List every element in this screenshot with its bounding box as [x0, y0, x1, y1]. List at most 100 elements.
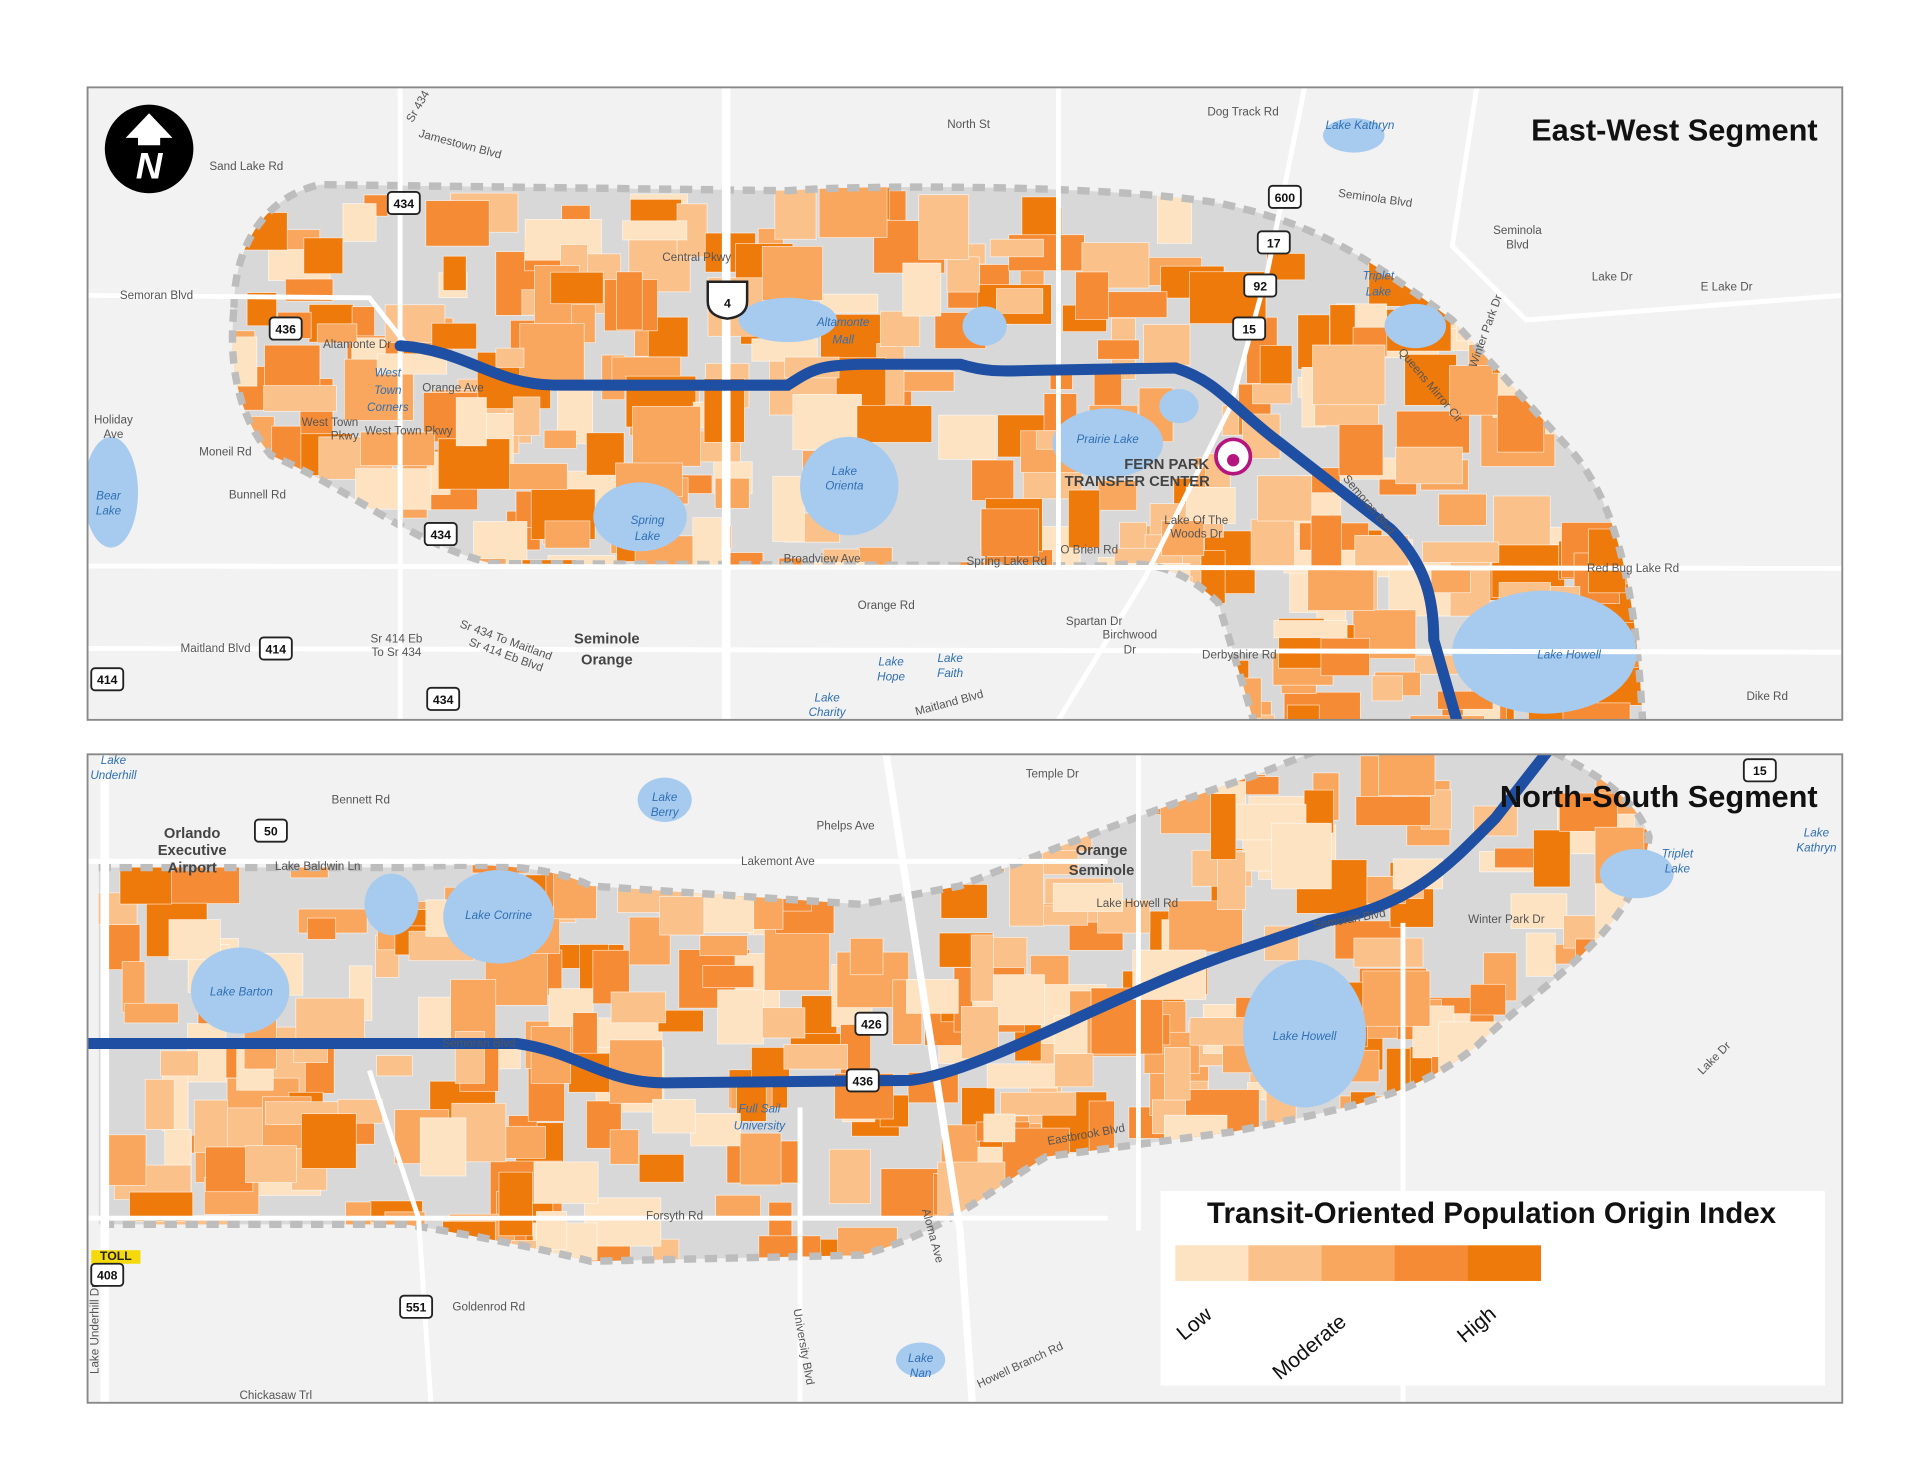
- population-block: [970, 934, 994, 1002]
- legend-swatch: [1321, 1245, 1395, 1281]
- population-block: [996, 288, 1044, 314]
- population-block: [652, 1099, 696, 1134]
- population-block: [761, 1007, 806, 1039]
- population-block: [1558, 792, 1618, 832]
- map-label: Mall: [832, 333, 854, 346]
- route-shield: [90, 1262, 125, 1287]
- population-block: [431, 322, 477, 350]
- population-block: [160, 1050, 199, 1077]
- population-block: [989, 238, 1044, 258]
- route-shield-label: 92: [1253, 279, 1267, 293]
- map-label: Lake: [635, 530, 661, 543]
- toll-badge: [91, 1250, 141, 1264]
- route-shield-label: 414: [266, 642, 287, 656]
- map-label: Temple Dr: [1026, 768, 1079, 781]
- population-block: [1097, 339, 1140, 360]
- legend-swatch: [1248, 1245, 1322, 1281]
- map-label: Bear: [96, 490, 122, 503]
- population-block: [1271, 822, 1332, 890]
- map-label: Lake: [878, 656, 904, 669]
- map-label: Lake Kathryn: [1326, 119, 1395, 132]
- road: [1449, 87, 1843, 323]
- population-block: [1362, 970, 1431, 1027]
- lake: [1323, 118, 1385, 153]
- map-label: TRANSFER CENTER: [1065, 474, 1210, 490]
- population-block: [1131, 719, 1209, 720]
- map-label: Kathryn: [1796, 842, 1836, 855]
- population-block: [316, 323, 358, 344]
- population-block: [550, 271, 604, 305]
- map-label: Semoran Blvd: [120, 289, 193, 302]
- map-label: Lake Dr: [1592, 271, 1633, 284]
- map-label: Dr: [1124, 643, 1136, 656]
- population-block: [1259, 345, 1293, 385]
- population-block: [632, 405, 701, 467]
- population-block: [263, 385, 337, 412]
- map-label: Sr 414 Eb: [370, 632, 422, 645]
- population-block: [1185, 486, 1236, 524]
- route-shield-label: 434: [394, 197, 415, 211]
- population-block: [425, 200, 490, 247]
- map-label: Lake Howell: [1273, 1030, 1337, 1043]
- map-label: Pkwy: [331, 429, 359, 442]
- population-block: [1525, 932, 1556, 977]
- route-shield-label: 436: [853, 1074, 874, 1088]
- map-label: Spring Lake Rd: [967, 555, 1047, 568]
- population-block: [1189, 1017, 1246, 1046]
- map-label: Triplet: [1363, 269, 1395, 282]
- population-block: [1422, 541, 1500, 563]
- population-block: [500, 463, 568, 490]
- route-shield: [423, 522, 458, 547]
- population-block: [772, 475, 805, 542]
- population-block: [144, 1078, 175, 1130]
- map-label: Blvd: [1506, 239, 1529, 252]
- population-block: [938, 414, 997, 460]
- population-block: [856, 405, 933, 443]
- route-shield-label: 434: [430, 528, 451, 542]
- population-block: [1273, 620, 1348, 639]
- route-shield-label: 414: [97, 673, 118, 687]
- population-block: [702, 965, 755, 988]
- map-label: Hope: [877, 670, 905, 683]
- map-label: Altamonte Dr: [323, 338, 391, 351]
- population-block: [849, 937, 884, 976]
- population-block: [1409, 715, 1485, 720]
- route-shield-label: 434: [433, 693, 454, 707]
- population-block: [355, 468, 432, 510]
- population-block: [983, 1113, 1016, 1143]
- population-block: [616, 271, 643, 331]
- population-block: [1396, 410, 1470, 454]
- map-label: Executive: [158, 843, 227, 859]
- population-block: [123, 1002, 179, 1024]
- population-block: [761, 245, 823, 301]
- population-block: [494, 1046, 521, 1070]
- population-block: [609, 1129, 640, 1165]
- population-block: [1469, 983, 1507, 1016]
- population-block: [902, 262, 942, 317]
- map-label: Semoran Blvd: [442, 1037, 515, 1050]
- map-label: Seminola: [1493, 224, 1542, 237]
- population-block: [1438, 493, 1487, 526]
- population-block: [1210, 793, 1237, 860]
- population-block: [1092, 715, 1159, 720]
- map-label: Orlando: [164, 826, 221, 842]
- population-block: [360, 431, 435, 467]
- map-label: Forsyth Rd: [646, 1209, 703, 1222]
- map-label: Sand Lake Rd: [209, 160, 283, 173]
- lake: [637, 777, 692, 822]
- map-label: Lake Barton: [210, 985, 273, 998]
- population-block: [736, 1083, 767, 1122]
- population-block: [1075, 271, 1109, 320]
- corridor-outline: [230, 180, 1647, 720]
- population-block: [519, 323, 585, 387]
- population-block: [1430, 566, 1471, 594]
- population-block: [1009, 862, 1044, 927]
- lake: [1052, 408, 1164, 478]
- route-shield: [386, 191, 421, 216]
- lake: [443, 869, 554, 964]
- map-label: Orange: [581, 652, 633, 668]
- map-label: University: [734, 1120, 786, 1133]
- map-label: Full Sail: [739, 1102, 781, 1115]
- population-block: [818, 185, 888, 238]
